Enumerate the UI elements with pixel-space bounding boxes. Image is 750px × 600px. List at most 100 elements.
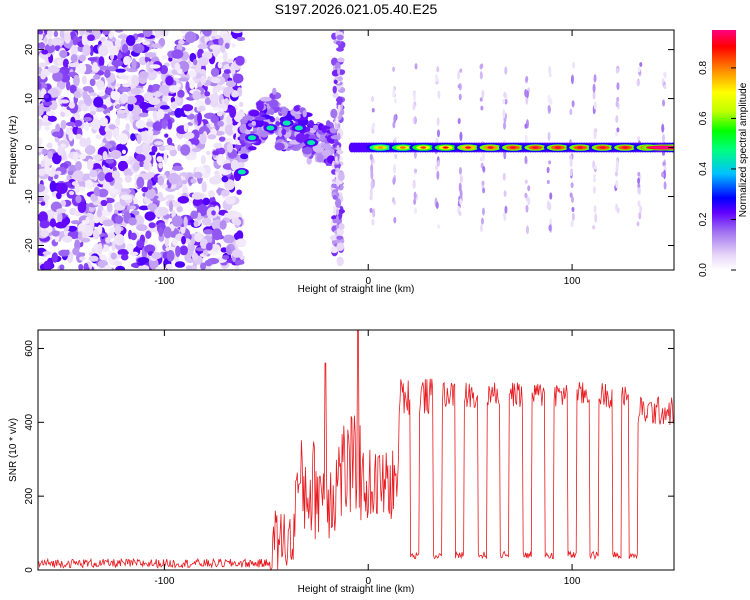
spectrogram-ytick-label: 0 xyxy=(24,144,35,150)
spectrogram-cell xyxy=(414,207,418,214)
spectrogram-ytick-label: 20 xyxy=(24,44,35,56)
spectrogram-cell xyxy=(183,216,188,228)
spectrogram-cell xyxy=(414,63,418,70)
spectrogram-cell xyxy=(158,145,166,152)
spectrogram-cell xyxy=(130,87,142,95)
spectrogram-cell xyxy=(256,101,264,111)
spectrogram-cell xyxy=(171,215,183,227)
spectrogram-cell xyxy=(202,249,209,256)
spectrogram-cell xyxy=(413,116,417,125)
spectrogram-cell xyxy=(58,249,70,257)
spectrogram-cell xyxy=(136,133,142,145)
spectrogram-cell xyxy=(639,205,643,214)
spectrogram-cell xyxy=(151,43,161,49)
spectrogram-cell xyxy=(393,163,397,174)
spectrogram-cell xyxy=(119,113,128,119)
spectrogram-cell xyxy=(126,205,131,211)
spectrogram-cell xyxy=(504,205,508,214)
spectrogram-cell xyxy=(593,205,597,213)
spectrogram-cell xyxy=(547,94,551,104)
spectrogram-cell xyxy=(570,196,574,203)
spectrogram-cell xyxy=(337,67,341,75)
spectrogram-cell xyxy=(436,117,440,127)
spectrogram-cell xyxy=(458,93,462,101)
spectrogram-cell xyxy=(219,219,227,230)
spectrogram-cell xyxy=(135,154,146,162)
spectrogram-cell xyxy=(227,58,234,63)
spectrogram-cell xyxy=(335,198,342,209)
spectrogram-cell xyxy=(176,205,184,213)
spectrogram-cell xyxy=(182,104,194,112)
spectrogram-cell xyxy=(105,130,113,139)
spectrogram-cell xyxy=(236,239,247,246)
spectrogram-cell xyxy=(503,91,507,99)
spectrogram-cell xyxy=(637,171,641,177)
spectrogram-cell xyxy=(87,57,98,62)
spectrogram-cell xyxy=(293,105,300,112)
spectrogram-cell xyxy=(226,114,233,125)
spectrogram-cell xyxy=(158,37,166,47)
spectrogram-cell xyxy=(120,253,129,261)
spectrogram-cell xyxy=(569,169,573,177)
colorbar-gradient xyxy=(712,30,736,270)
spectrogram-cell xyxy=(85,266,90,270)
spectrogram-cell xyxy=(52,71,63,82)
spectrogram-cell xyxy=(109,226,116,234)
spectrogram-cell xyxy=(481,207,485,216)
spectrogram-cell xyxy=(207,134,217,140)
spectrogram-cell xyxy=(38,81,42,90)
spectrogram-cell xyxy=(67,225,78,232)
spectrogram-cell xyxy=(56,208,67,214)
spectrogram-cell xyxy=(73,152,79,162)
spectrogram-frame xyxy=(37,29,675,271)
snr-panel: -100 0 100 0 200 400 600 Height of straight li… xyxy=(8,329,675,595)
spectrogram-cell xyxy=(220,189,230,197)
spectrogram-cell xyxy=(301,146,313,155)
spectrogram-cell xyxy=(193,171,203,179)
spectrogram-cell xyxy=(114,39,121,48)
spectrogram-cell xyxy=(459,189,463,199)
spectrogram-cell xyxy=(570,74,574,85)
spectrogram-cell xyxy=(336,96,342,106)
spectrogram-cell xyxy=(192,90,201,101)
spectrogram-cell xyxy=(70,220,81,225)
spectrogram-cell xyxy=(53,30,59,38)
spectrogram-cell xyxy=(193,220,199,228)
spectrogram-cell xyxy=(80,252,86,257)
spectrogram-cell xyxy=(108,30,114,40)
spectrogram-cell xyxy=(393,85,397,91)
spectrogram-cell xyxy=(104,69,111,79)
spectrogram-cell xyxy=(527,197,531,206)
spectrogram-cell xyxy=(168,85,180,93)
spectrogram-cell xyxy=(184,238,191,244)
spectrogram-cell xyxy=(437,224,441,229)
spectrogram-cell xyxy=(210,77,221,84)
spectrogram-cell xyxy=(98,44,109,57)
spectrogram-cell xyxy=(102,151,108,161)
spectrogram-cell xyxy=(413,191,417,200)
spectrogram-cell xyxy=(178,77,189,82)
snr-ytick-label: 400 xyxy=(24,414,35,431)
spectrogram-cell xyxy=(165,263,173,270)
spectrogram-cell xyxy=(191,192,204,200)
spectrogram-cell xyxy=(661,123,665,133)
spectrogram-cell xyxy=(75,194,82,204)
spectrogram-cell xyxy=(65,121,76,127)
snr-ylabel: SNR (10 * v/v) xyxy=(8,418,19,482)
spectrogram-cell xyxy=(224,179,235,191)
spectrogram-cell xyxy=(217,103,227,109)
spectrogram-cell xyxy=(79,256,86,261)
spectrogram-cell xyxy=(47,30,53,38)
spectrogram-cell xyxy=(232,73,244,84)
spectrogram-cell xyxy=(85,216,90,225)
spectrogram-cell xyxy=(548,224,552,232)
spectrogram-cell xyxy=(114,30,124,33)
spectrogram-cell xyxy=(70,44,78,56)
spectrogram-cell xyxy=(142,40,151,46)
spectrogram-cell xyxy=(459,68,463,73)
spectrogram-cell xyxy=(38,108,44,117)
spectrogram-cell xyxy=(158,162,163,169)
spectrogram-cell xyxy=(546,179,550,185)
spectrogram-cell xyxy=(69,84,77,94)
spectrogram-cell xyxy=(393,216,397,224)
